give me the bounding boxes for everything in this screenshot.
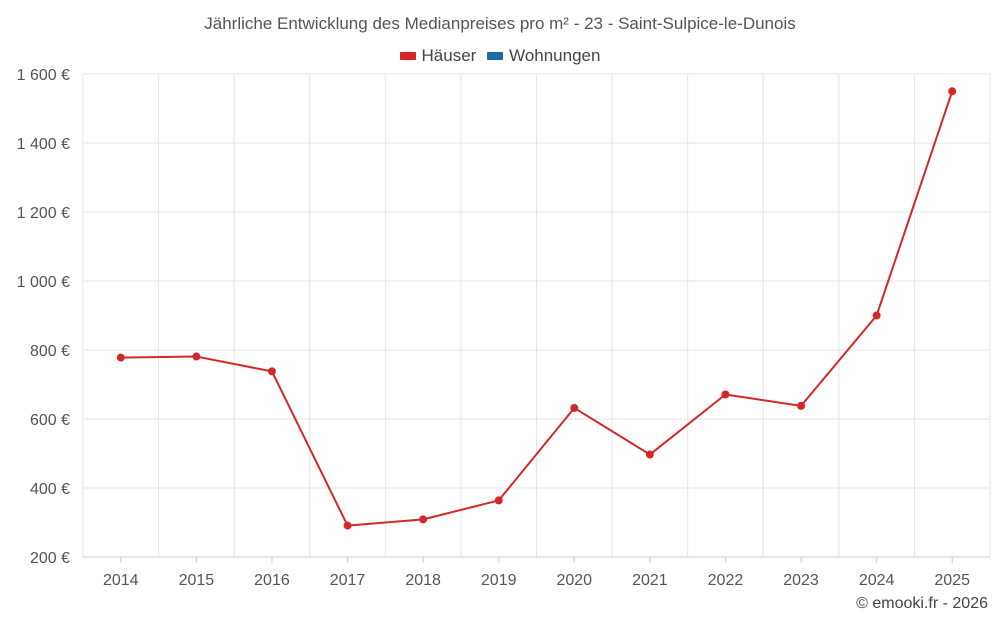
legend: Häuser Wohnungen bbox=[0, 45, 1000, 66]
credit-text: © emooki.fr - 2026 bbox=[856, 595, 988, 612]
legend-swatch-houses bbox=[399, 52, 416, 60]
data-point-houses bbox=[343, 521, 352, 530]
y-tick-label: 1 000 € bbox=[17, 274, 70, 291]
y-tick-label: 1 400 € bbox=[17, 136, 70, 153]
data-point-houses bbox=[872, 311, 881, 320]
x-tick-label: 2015 bbox=[179, 572, 215, 589]
x-tick-label: 2020 bbox=[556, 572, 592, 589]
chart-title: Jährliche Entwicklung des Medianpreises … bbox=[204, 14, 796, 33]
legend-label-houses: Häuser bbox=[421, 46, 477, 65]
data-point-houses bbox=[645, 450, 654, 459]
x-tick-label: 2023 bbox=[783, 572, 819, 589]
data-point-houses bbox=[192, 352, 201, 361]
data-point-houses bbox=[721, 390, 730, 399]
x-tick-label: 2021 bbox=[632, 572, 668, 589]
legend-swatch-apartments bbox=[487, 52, 504, 60]
data-point-houses bbox=[116, 353, 125, 362]
y-tick-label: 400 € bbox=[30, 481, 70, 498]
data-point-houses bbox=[267, 367, 276, 376]
x-tick-label: 2019 bbox=[481, 572, 517, 589]
data-point-houses bbox=[948, 87, 957, 96]
y-tick-label: 800 € bbox=[30, 343, 70, 360]
x-tick-label: 2014 bbox=[103, 572, 139, 589]
data-point-houses bbox=[494, 496, 503, 505]
legend-item-houses[interactable]: Häuser bbox=[399, 46, 477, 66]
x-tick-label: 2018 bbox=[405, 572, 441, 589]
y-tick-label: 200 € bbox=[30, 550, 70, 567]
y-tick-label: 1 600 € bbox=[17, 67, 70, 84]
legend-label-apartments: Wohnungen bbox=[509, 46, 601, 65]
x-tick-label: 2025 bbox=[934, 572, 970, 589]
data-point-houses bbox=[570, 403, 579, 412]
legend-item-apartments[interactable]: Wohnungen bbox=[487, 46, 600, 66]
y-tick-label: 1 200 € bbox=[17, 205, 70, 222]
x-tick-label: 2022 bbox=[708, 572, 744, 589]
data-point-houses bbox=[797, 401, 806, 410]
x-tick-label: 2024 bbox=[859, 572, 895, 589]
x-tick-label: 2017 bbox=[330, 572, 366, 589]
data-point-houses bbox=[419, 515, 428, 524]
series-line-houses bbox=[120, 90, 954, 527]
x-tick-label: 2016 bbox=[254, 572, 290, 589]
y-tick-label: 600 € bbox=[30, 412, 70, 429]
